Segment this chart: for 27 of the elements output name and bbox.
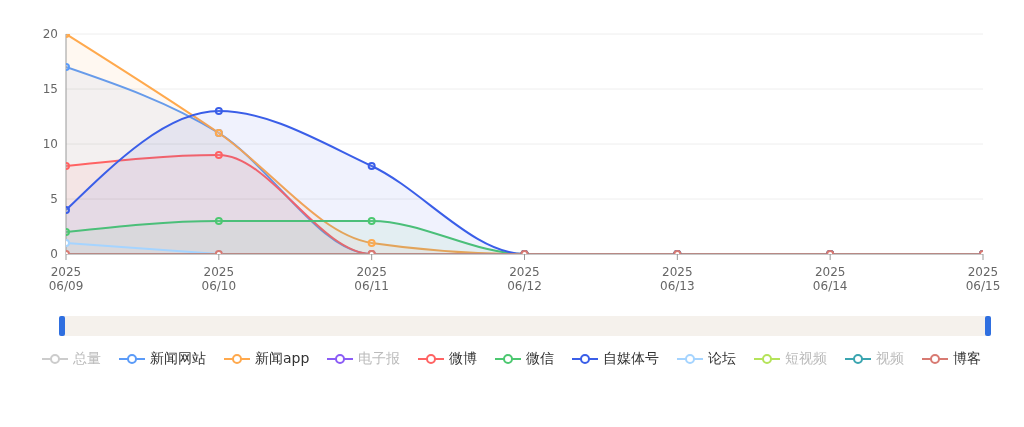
point: [214, 217, 223, 225]
y-tick-label: 20: [42, 27, 58, 42]
legend-label: 新闻app: [255, 350, 310, 368]
legend-label: 博客: [953, 350, 982, 368]
x-tick-label: 2025 06/14: [812, 265, 848, 293]
legend-label: 论坛: [708, 350, 737, 368]
point: [367, 217, 376, 225]
legend-label: 新闻网站: [150, 350, 206, 368]
legend-label: 微信: [526, 350, 555, 368]
x-tick-label: 2025 06/15: [965, 265, 1001, 293]
legend-label: 自媒体号: [603, 350, 660, 368]
x-tick-label: 2025 06/13: [660, 265, 695, 293]
legend-label: 短视频: [785, 350, 828, 368]
x-tick-label: 2025 06/10: [201, 265, 237, 293]
legend-label: 总量: [73, 350, 101, 368]
point: [367, 162, 376, 170]
point: [214, 107, 223, 115]
legend-label: 电子报: [358, 350, 401, 368]
y-tick-label: 10: [42, 137, 58, 152]
legend-label: 微博: [449, 350, 478, 368]
x-tick-label: 2025 06/12: [507, 265, 542, 293]
y-tick-label: 5: [50, 192, 58, 207]
y-tick-label: 15: [42, 82, 58, 97]
x-tick-label: 2025 06/09: [48, 265, 84, 293]
legend-label: 视频: [876, 350, 905, 368]
x-tick-label: 2025 06/11: [354, 265, 389, 293]
y-tick-label: 0: [50, 247, 58, 262]
